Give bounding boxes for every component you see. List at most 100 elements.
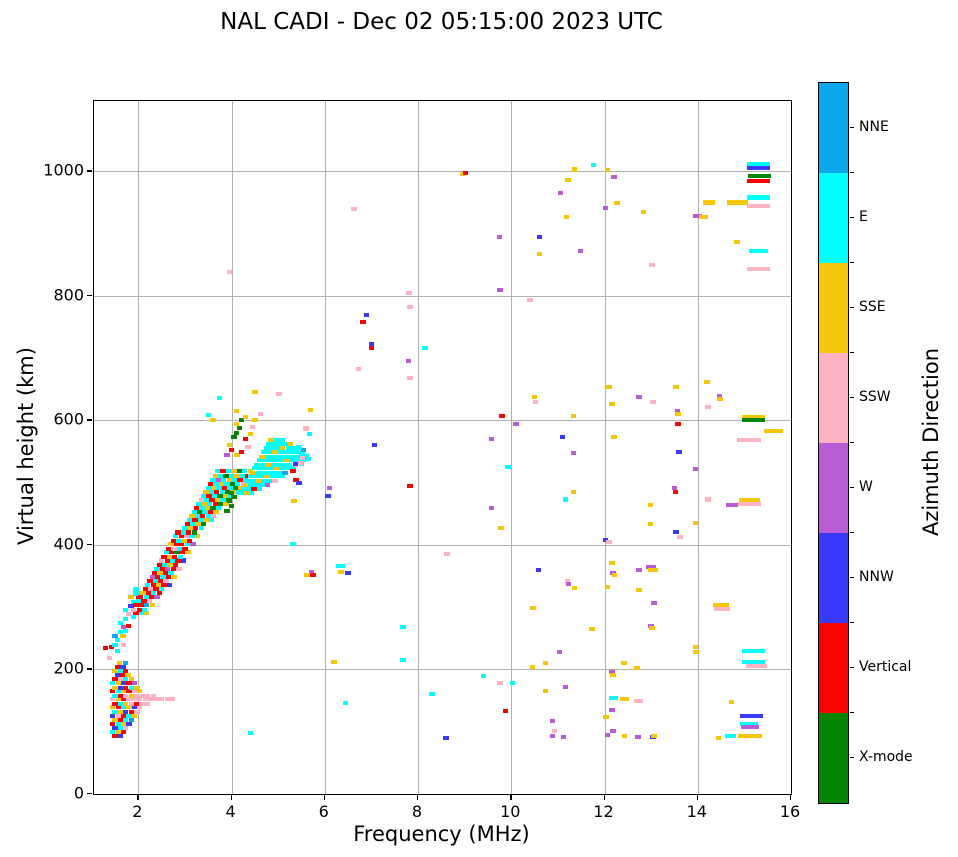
data-point <box>179 550 186 555</box>
data-point <box>611 174 617 179</box>
colorbar-label-e: E <box>859 209 868 225</box>
data-point <box>400 625 406 630</box>
data-point <box>739 714 763 719</box>
data-point <box>207 509 214 514</box>
data-point <box>128 701 134 706</box>
colorbar-boundary-tick <box>850 352 854 354</box>
colorbar-boundary-tick <box>850 532 854 534</box>
data-point <box>651 734 657 739</box>
data-point <box>214 469 221 474</box>
data-point <box>115 648 121 653</box>
data-point <box>120 721 127 726</box>
data-point <box>237 477 243 482</box>
data-point <box>120 713 127 718</box>
data-point <box>292 461 299 467</box>
chart-title: NAL CADI - Dec 02 05:15:00 2023 UTC <box>220 9 663 35</box>
data-point <box>117 630 124 635</box>
data-point <box>147 579 153 584</box>
data-point <box>120 634 126 639</box>
data-point <box>636 395 642 400</box>
colorbar-segment-nnw <box>819 533 848 623</box>
data-point <box>249 424 256 429</box>
data-point <box>271 442 278 447</box>
data-point <box>114 664 120 669</box>
data-point <box>278 458 285 463</box>
data-point <box>199 514 206 519</box>
azimuth-colorbar <box>818 82 849 804</box>
colorbar-segment-sse <box>819 263 848 353</box>
data-point <box>249 470 256 475</box>
data-point <box>279 438 285 443</box>
data-point <box>168 542 174 547</box>
data-point <box>218 501 224 506</box>
data-point <box>134 701 140 706</box>
data-point <box>137 705 143 710</box>
data-point <box>605 585 611 590</box>
data-point <box>288 450 294 455</box>
data-point <box>210 506 216 511</box>
data-point <box>590 163 596 168</box>
data-point <box>713 607 731 612</box>
data-point <box>146 598 153 603</box>
data-point <box>269 454 276 459</box>
data-point <box>513 421 519 426</box>
data-point <box>749 249 768 254</box>
data-point <box>725 503 738 508</box>
data-point <box>194 534 201 539</box>
data-point <box>126 705 132 710</box>
data-point <box>120 705 127 710</box>
data-point <box>134 693 140 698</box>
data-point <box>148 697 154 702</box>
data-point <box>130 599 137 604</box>
data-point <box>649 263 655 268</box>
data-point <box>133 591 139 596</box>
data-point <box>202 509 208 514</box>
data-point <box>161 554 167 559</box>
x-gridline <box>138 101 140 794</box>
data-point <box>153 587 159 592</box>
data-point <box>117 725 124 731</box>
plot-area <box>93 100 792 795</box>
data-point <box>274 474 280 479</box>
colorbar-boundary-tick <box>850 172 854 174</box>
data-point <box>343 701 349 706</box>
data-point <box>216 395 223 401</box>
data-point <box>248 482 254 487</box>
colorbar-label-vertical: Vertical <box>859 659 912 675</box>
data-point <box>462 170 469 175</box>
data-point <box>703 200 715 205</box>
data-point <box>224 481 230 486</box>
colorbar-boundary-tick <box>850 712 854 714</box>
data-point <box>157 579 164 584</box>
data-point <box>208 489 215 495</box>
data-point <box>216 485 222 490</box>
colorbar-tick <box>850 307 854 309</box>
data-point <box>131 705 138 710</box>
data-point <box>141 598 147 603</box>
data-point <box>115 721 121 726</box>
data-point <box>256 458 263 463</box>
data-point <box>536 235 542 240</box>
data-point <box>236 425 243 430</box>
data-point <box>200 522 207 527</box>
data-point <box>123 677 129 682</box>
data-point <box>128 603 134 608</box>
colorbar-segment-vertical <box>819 623 848 713</box>
data-point <box>215 477 222 482</box>
x-tick <box>510 795 512 800</box>
colorbar-boundary-tick <box>850 442 854 444</box>
data-point <box>224 452 230 457</box>
data-point <box>276 462 282 467</box>
data-point <box>220 469 226 474</box>
y-axis-label: Virtual height (km) <box>14 347 38 545</box>
data-point <box>208 518 215 523</box>
data-point <box>234 481 241 486</box>
data-point <box>148 595 155 600</box>
data-point <box>126 713 132 718</box>
data-point <box>133 586 139 591</box>
data-point <box>705 497 711 502</box>
data-point <box>225 489 231 495</box>
colorbar-tick <box>850 577 854 579</box>
data-point <box>727 200 749 205</box>
data-point <box>675 422 681 427</box>
